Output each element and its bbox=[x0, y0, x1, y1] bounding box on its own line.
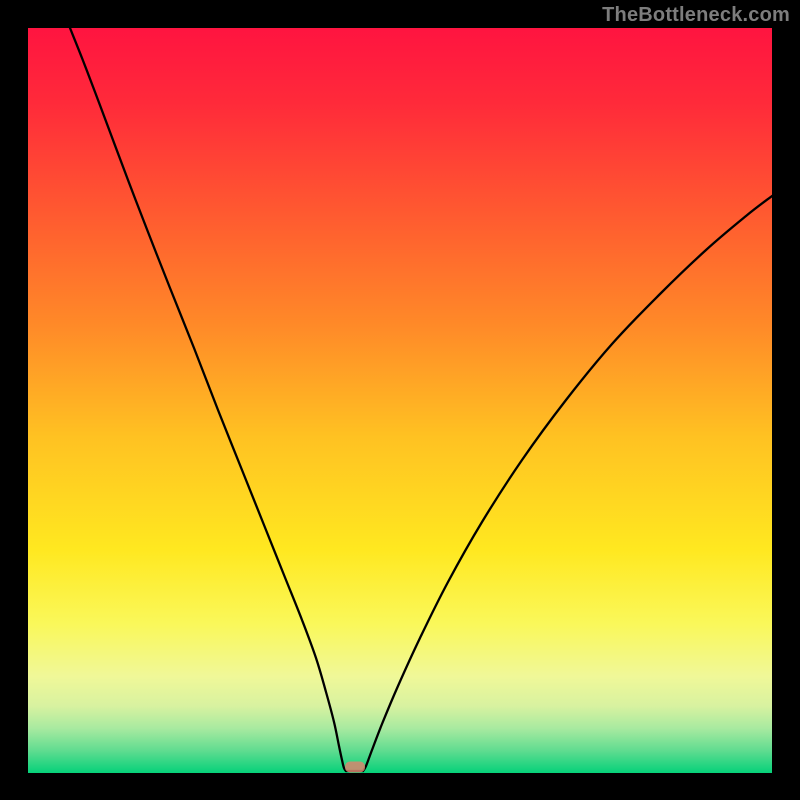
optimum-marker bbox=[345, 762, 365, 773]
watermark-text: TheBottleneck.com bbox=[602, 4, 790, 27]
plot-area bbox=[28, 28, 772, 773]
bottleneck-chart bbox=[0, 0, 800, 800]
